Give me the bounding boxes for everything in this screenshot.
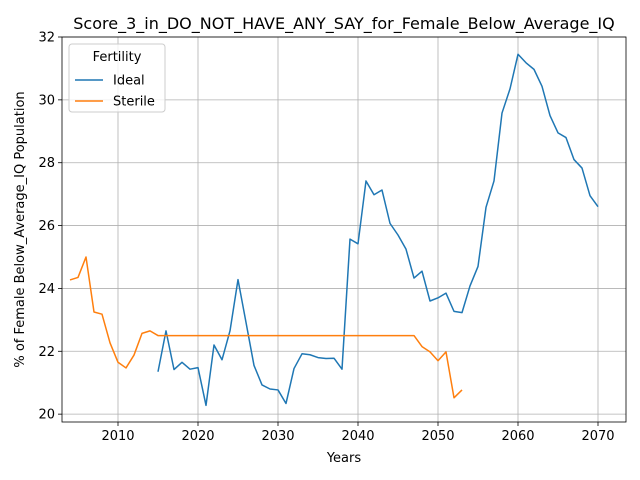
x-tick-label: 2060 xyxy=(501,429,534,444)
legend-items: Ideal Sterile xyxy=(75,74,155,110)
x-tick-label: 2050 xyxy=(421,429,454,444)
legend-label-ideal: Ideal xyxy=(113,74,145,89)
x-tick-label: 2070 xyxy=(581,429,614,444)
axis-ticks: 2010 2020 2030 2040 2050 2060 2070 20 22 24 26 28 30… xyxy=(38,31,614,445)
y-tick-label: 26 xyxy=(38,219,55,234)
y-axis-title: % of Female Below_Average_IQ Population xyxy=(13,91,28,367)
legend: Fertility Ideal Sterile xyxy=(68,43,166,113)
y-tick-label: 24 xyxy=(38,282,55,297)
series-line-sterile xyxy=(69,256,463,399)
y-tick-label: 20 xyxy=(38,408,55,423)
chart-title: Score_3_in_DO_NOT_HAVE_ANY_SAY_for_Femal… xyxy=(73,14,614,34)
y-tick-label: 30 xyxy=(38,93,55,108)
x-axis-title: Years xyxy=(326,451,362,466)
y-tick-label: 32 xyxy=(38,31,55,46)
legend-box xyxy=(68,43,166,113)
plot-frame xyxy=(61,36,627,423)
x-tick-label: 2040 xyxy=(341,429,374,444)
legend-title: Fertility xyxy=(93,50,142,65)
x-tick-label: 2030 xyxy=(261,429,294,444)
x-tick-label: 2010 xyxy=(101,429,134,444)
y-tick-label: 28 xyxy=(38,156,55,171)
legend-label-sterile: Sterile xyxy=(113,95,155,110)
series-line-ideal xyxy=(157,53,599,407)
series-layer xyxy=(69,53,599,407)
y-tick-label: 22 xyxy=(38,345,55,360)
x-tick-label: 2020 xyxy=(181,429,214,444)
